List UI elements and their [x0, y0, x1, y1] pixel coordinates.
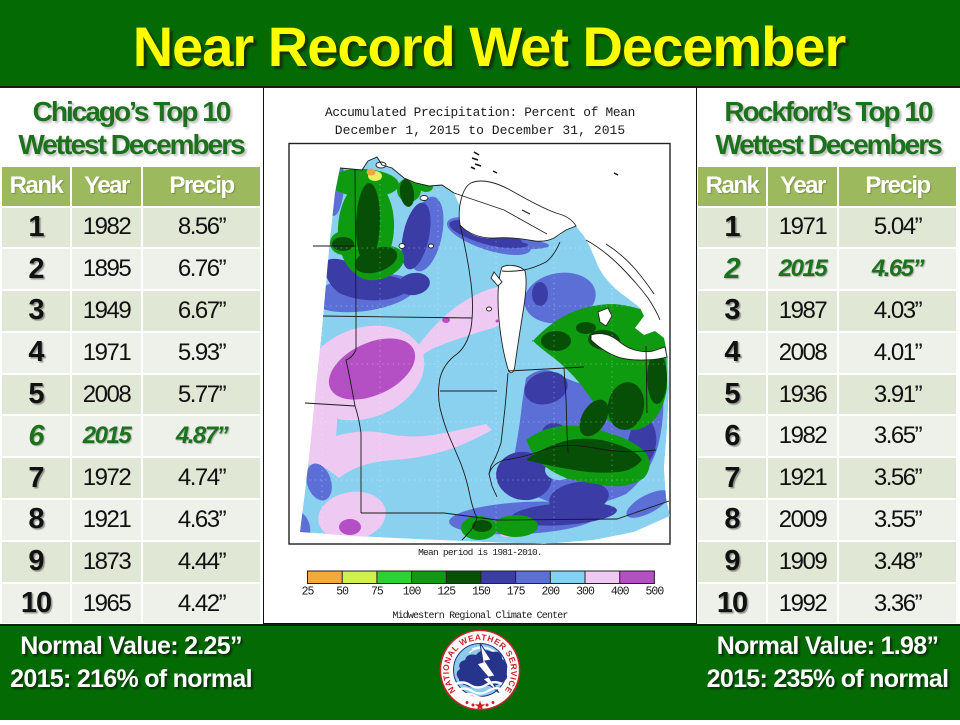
svg-text:Accumulated Precipitation: Per: Accumulated Precipitation: Percent of Me…	[325, 105, 635, 120]
svg-text:50: 50	[336, 586, 349, 599]
svg-text:125: 125	[437, 586, 456, 599]
svg-text:25: 25	[302, 586, 315, 599]
svg-text:100: 100	[403, 586, 422, 599]
svg-text:December 1, 2015 to December 3: December 1, 2015 to December 31, 2015	[335, 123, 626, 138]
svg-text:75: 75	[371, 586, 384, 599]
svg-text:150: 150	[472, 586, 491, 599]
svg-text:300: 300	[576, 586, 595, 599]
svg-text:200: 200	[541, 586, 560, 599]
svg-text:Mean period is 1981-2010.: Mean period is 1981-2010.	[418, 547, 542, 558]
svg-text:Midwestern Regional Climate Ce: Midwestern Regional Climate Center	[392, 610, 568, 622]
svg-text:400: 400	[611, 586, 630, 599]
svg-text:175: 175	[507, 586, 526, 599]
svg-text:500: 500	[646, 586, 665, 599]
